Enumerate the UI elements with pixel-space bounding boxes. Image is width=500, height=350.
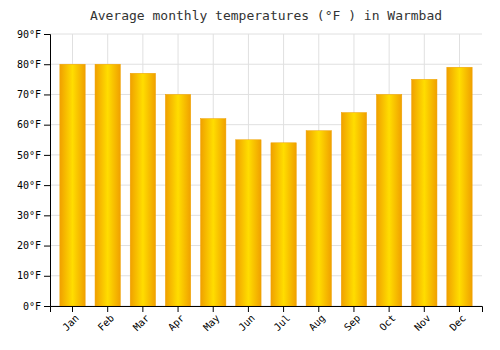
tick-mark <box>353 306 354 312</box>
grid <box>50 34 482 306</box>
tick-label: Jul <box>272 312 293 333</box>
tick-label: 0°F <box>23 301 41 312</box>
bar <box>376 94 401 306</box>
bar <box>271 143 296 306</box>
tick: Feb <box>96 306 117 333</box>
tick: 40°F <box>17 180 50 191</box>
tick: 90°F <box>17 29 50 40</box>
tick-label: Mar <box>131 312 152 333</box>
tick: 10°F <box>17 270 50 281</box>
bar <box>341 113 366 306</box>
tick-mark <box>107 306 108 312</box>
title: Average monthly temperatures (°F ) in Wa… <box>90 8 442 23</box>
tick: Aug <box>307 306 328 333</box>
tick: Jun <box>236 306 257 333</box>
tick-mark <box>44 306 50 307</box>
tick-label: Nov <box>412 312 433 333</box>
axis-line <box>44 35 51 307</box>
tick-label: Dec <box>447 312 468 333</box>
tick-label: Jun <box>236 312 257 333</box>
tick-mark <box>389 306 390 312</box>
bar <box>201 119 226 306</box>
tick: Jul <box>272 306 293 333</box>
tick: Mar <box>131 306 152 333</box>
tick: Sep <box>342 306 363 333</box>
tick: 80°F <box>17 59 50 70</box>
tick-mark <box>44 246 50 247</box>
tick-mark <box>459 306 460 312</box>
tick-label: 30°F <box>17 210 41 221</box>
tick: May <box>201 306 222 333</box>
tick-mark <box>44 64 50 65</box>
bar <box>60 64 85 306</box>
tick: Apr <box>166 306 187 333</box>
tick-label: Aug <box>307 312 328 333</box>
tick-mark <box>44 215 50 216</box>
tick-label: Jan <box>60 312 81 333</box>
tick-label: 70°F <box>17 89 41 100</box>
bar <box>95 64 120 306</box>
tick: 50°F <box>17 150 50 161</box>
bar <box>165 94 190 306</box>
tick-mark <box>178 306 179 312</box>
bar <box>306 131 331 306</box>
tick-mark <box>248 306 249 312</box>
tick-mark <box>44 94 50 95</box>
y-grid-line <box>50 34 482 35</box>
tick-label: Feb <box>96 312 117 333</box>
bar <box>447 67 472 306</box>
bar <box>412 79 437 306</box>
tick-mark <box>44 185 50 186</box>
tick-label: 60°F <box>17 119 41 130</box>
tick-label: Sep <box>342 312 363 333</box>
tick-label: 40°F <box>17 180 41 191</box>
tick-label: 90°F <box>17 29 41 40</box>
tick: Oct <box>377 306 398 333</box>
tick-label: 10°F <box>17 270 41 281</box>
tick: Nov <box>412 306 433 333</box>
tick-mark <box>44 155 50 156</box>
tick-label: Apr <box>166 312 187 333</box>
tick-label: 50°F <box>17 150 41 161</box>
tick: 0°F <box>23 301 50 312</box>
tick-mark <box>424 306 425 312</box>
tick-label: Oct <box>377 312 398 333</box>
plot: 0°F 10°F 20°F 30°F 40°F 50°F 60°F 70°F 80°F 90°F J… <box>17 29 483 333</box>
tick-mark <box>318 306 319 312</box>
y-axis: 0°F 10°F 20°F 30°F 40°F 50°F 60°F 70°F 80°F 90°F <box>17 29 51 312</box>
tick-mark <box>213 306 214 312</box>
tick: 20°F <box>17 240 50 251</box>
bar <box>236 140 261 306</box>
tick-mark <box>72 306 73 312</box>
tick-label: 20°F <box>17 240 41 251</box>
x-axis: Jan Feb Mar Apr May Jun Jul Aug Sep Oct Nov Dec <box>51 306 483 333</box>
tick: 70°F <box>17 89 50 100</box>
tick-label: 80°F <box>17 59 41 70</box>
tick-mark <box>44 125 50 126</box>
bars <box>60 64 472 306</box>
tick-mark <box>44 34 50 35</box>
tick-mark <box>44 276 50 277</box>
tick-label: May <box>201 312 222 333</box>
tick-mark <box>283 306 284 312</box>
tick: Jan <box>60 306 81 333</box>
tick: 30°F <box>17 210 50 221</box>
bar <box>130 73 155 306</box>
tick: Dec <box>447 306 468 333</box>
axis-line <box>51 307 483 313</box>
tick: 60°F <box>17 119 50 130</box>
chart: 0°F 10°F 20°F 30°F 40°F 50°F 60°F 70°F 80°F 90°F J… <box>0 0 500 350</box>
tick-mark <box>142 306 143 312</box>
